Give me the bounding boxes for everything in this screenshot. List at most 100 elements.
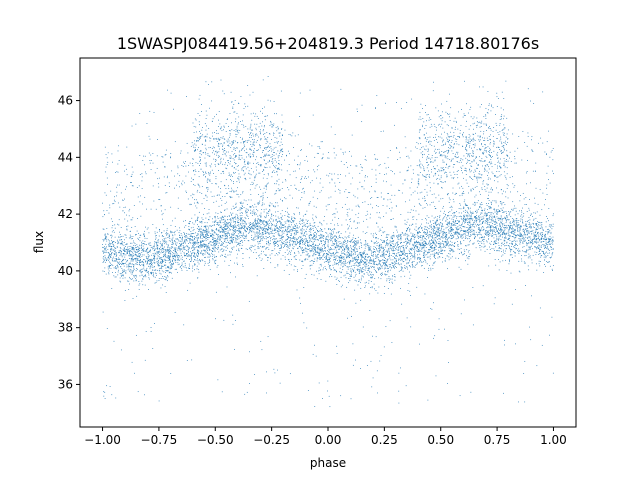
scatter-point [290, 264, 292, 266]
scatter-point [225, 225, 226, 226]
scatter-point [527, 242, 529, 244]
scatter-point [181, 234, 183, 236]
scatter-point [300, 240, 302, 242]
scatter-point [225, 246, 227, 248]
scatter-point [379, 245, 380, 246]
scatter-point [154, 241, 156, 243]
scatter-point [179, 256, 181, 258]
scatter-point [213, 238, 214, 240]
scatter-point [495, 240, 497, 242]
scatter-point [315, 247, 316, 248]
scatter-point [144, 230, 145, 232]
scatter-point [231, 251, 232, 253]
scatter-point [331, 244, 333, 246]
scatter-point [117, 263, 119, 264]
scatter-point [548, 231, 550, 233]
scatter-point [265, 216, 267, 218]
scatter-point [194, 238, 196, 240]
scatter-point [497, 211, 499, 213]
scatter-point [345, 245, 347, 247]
scatter-point [215, 263, 217, 265]
scatter-point [469, 218, 471, 220]
scatter-point [506, 232, 508, 234]
scatter-point [414, 253, 416, 255]
scatter-point [406, 266, 408, 268]
scatter-point [189, 255, 191, 257]
scatter-point [477, 224, 479, 226]
scatter-point [432, 232, 434, 234]
scatter-point [329, 228, 331, 230]
scatter-point [274, 193, 276, 195]
scatter-point [499, 235, 501, 237]
scatter-point [417, 256, 419, 258]
scatter-point [282, 224, 283, 226]
scatter-point [123, 275, 124, 277]
scatter-point [424, 232, 425, 234]
scatter-point [259, 202, 260, 204]
scatter-point [366, 259, 368, 261]
scatter-point [290, 233, 292, 234]
scatter-point [229, 237, 231, 239]
scatter-point [335, 241, 337, 242]
scatter-point [127, 280, 128, 282]
scatter-point [502, 218, 503, 220]
scatter-point [432, 231, 434, 233]
scatter-point [165, 257, 167, 259]
scatter-point [548, 242, 550, 244]
scatter-point [467, 244, 469, 246]
scatter-point [241, 240, 243, 242]
scatter-point [146, 228, 148, 230]
scatter-point [202, 260, 204, 262]
scatter-point [102, 239, 104, 241]
scatter-point [197, 233, 199, 234]
scatter-point [374, 263, 375, 265]
scatter-point [168, 244, 169, 246]
scatter-point [442, 218, 444, 220]
scatter-point [497, 209, 499, 210]
scatter-point [486, 215, 488, 216]
scatter-point [293, 228, 295, 229]
scatter-point [359, 239, 361, 241]
scatter-point [167, 267, 169, 268]
scatter-point [118, 269, 119, 271]
scatter-point [121, 264, 122, 265]
scatter-point [451, 222, 453, 224]
scatter-point [495, 243, 497, 245]
scatter-point [384, 286, 386, 287]
scatter-point [158, 251, 160, 253]
scatter-point [491, 230, 493, 232]
scatter-point [550, 246, 552, 248]
scatter-point [262, 246, 263, 247]
scatter-point [263, 220, 264, 222]
scatter-point [411, 264, 413, 266]
scatter-point [139, 256, 140, 257]
scatter-point [299, 242, 301, 244]
scatter-point [404, 223, 406, 225]
scatter-point [322, 250, 324, 252]
scatter-point [339, 260, 340, 262]
scatter-point [182, 247, 184, 249]
scatter-point [464, 209, 466, 211]
scatter-point [333, 259, 334, 261]
scatter-point [527, 232, 529, 234]
scatter-point [437, 232, 438, 234]
scatter-point [228, 222, 230, 223]
scatter-point [310, 234, 312, 236]
scatter-point [217, 234, 218, 236]
scatter-point [232, 238, 234, 240]
scatter-point [493, 248, 495, 250]
scatter-point [522, 222, 523, 223]
scatter-point [520, 235, 522, 237]
scatter-point [171, 267, 173, 268]
scatter-point [231, 214, 233, 216]
scatter-point [225, 233, 227, 235]
scatter-point [547, 261, 549, 263]
scatter-point [446, 232, 447, 233]
scatter-point [305, 241, 307, 243]
scatter-point [510, 227, 511, 229]
scatter-point [307, 248, 308, 250]
scatter-point [139, 260, 141, 262]
scatter-point [453, 250, 455, 252]
scatter-point [167, 257, 168, 259]
scatter-point [233, 226, 234, 228]
